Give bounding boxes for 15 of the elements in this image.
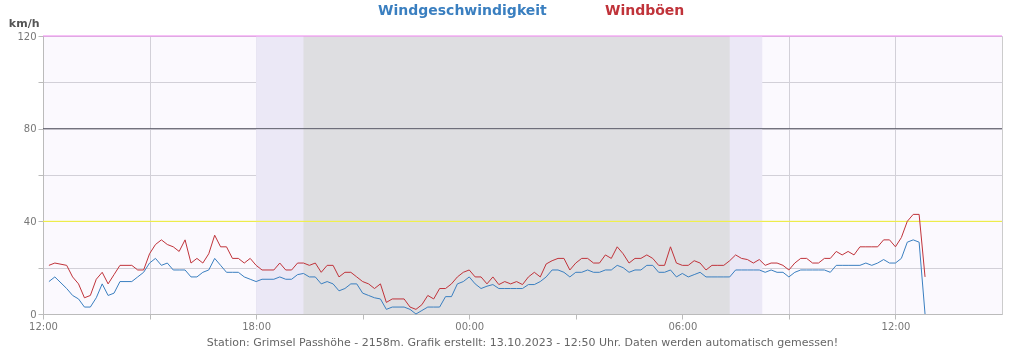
- text: Station: Grimsel Passhöhe - 2158m. Grafik erstellt: 13.10.2023 - 12:50 Uhr. Daten werden automatisch gemessen!: [206, 336, 839, 349]
- line-series: [48, 213, 926, 310]
- x-tick-label: 12:00: [881, 320, 911, 332]
- text: Windgeschwindigkeit: [378, 2, 548, 18]
- x-tick-label: 00:00: [455, 320, 485, 332]
- line-series: [48, 239, 926, 315]
- y-tick-label: 40: [23, 215, 37, 227]
- y-tick-label: 0: [30, 308, 37, 320]
- x-tick-label: 12:00: [29, 320, 58, 332]
- text: Windböen: [605, 2, 685, 18]
- y-tick-label: 120: [17, 30, 37, 42]
- y-tick-label: 80: [23, 123, 37, 135]
- x-tick-label: 06:00: [668, 320, 698, 332]
- x-tick-label: 18:00: [242, 320, 272, 332]
- y-axis-title: km/h: [8, 16, 40, 30]
